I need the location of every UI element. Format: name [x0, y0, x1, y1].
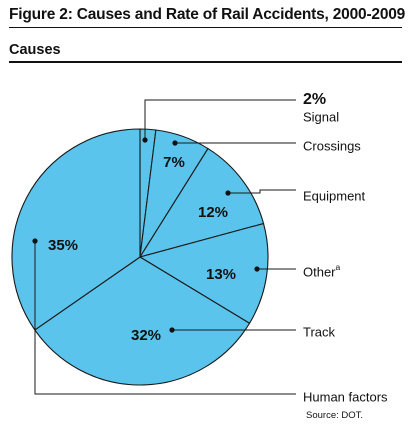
leader-line-human-factors [34, 241, 296, 395]
category-label-track: Track [303, 324, 336, 339]
category-label-other: Othera [303, 262, 341, 279]
leader-dot-other [254, 266, 260, 272]
subtitle-rule [9, 61, 402, 63]
leader-dot-crossings [172, 140, 178, 146]
leader-dot-track [169, 327, 175, 333]
pie-slice-track [34, 256, 251, 386]
leader-dot-signal [142, 137, 148, 143]
data-label-other: 13% [206, 266, 236, 283]
leader-dot-human-factors [32, 238, 38, 244]
category-label-human-factors: Human factors [303, 389, 388, 404]
data-label-signal: 2% [303, 91, 326, 108]
title-rule [9, 27, 402, 28]
leader-line-equipment [228, 189, 296, 194]
category-label-equipment: Equipment [303, 188, 366, 203]
data-label-crossings: 7% [163, 154, 185, 171]
leader-dot-equipment [225, 190, 231, 196]
data-label-equipment: 12% [198, 204, 228, 221]
data-label-track: 32% [131, 327, 161, 344]
leader-line-signal [144, 99, 296, 140]
pie-slice-human-factors [11, 128, 141, 331]
pie-slice-other [138, 222, 269, 325]
category-label-crossings: Crossings [303, 138, 361, 153]
data-label-human-factors: 35% [48, 237, 78, 254]
pie-slice-equipment [138, 147, 265, 258]
category-label-signal: Signal [303, 109, 339, 124]
source-note: Source: DOT. [306, 410, 364, 421]
chart-subtitle: Causes [9, 42, 61, 58]
chart-title: Figure 2: Causes and Rate of Rail Accide… [9, 6, 406, 23]
